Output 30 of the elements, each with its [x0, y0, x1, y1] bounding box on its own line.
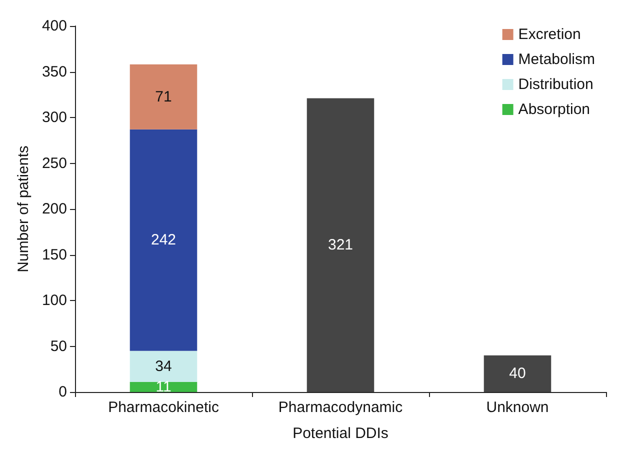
- data-label: 242: [150, 232, 176, 249]
- y-tick-label: 300: [42, 109, 67, 126]
- bar: [306, 98, 374, 392]
- y-tick-label: 250: [42, 154, 67, 172]
- y-tick-label: 50: [50, 338, 67, 355]
- bar: [130, 129, 198, 351]
- bar: [130, 382, 198, 392]
- data-label: 321: [328, 236, 354, 254]
- data-label: 40: [509, 365, 526, 382]
- legend-label: Absorption: [518, 101, 590, 118]
- y-tick-label: 150: [42, 246, 67, 264]
- y-tick-label: 200: [42, 200, 67, 218]
- y-axis-title: Number of patients: [15, 146, 32, 272]
- bar: [130, 350, 198, 382]
- x-tick-label: Unknown: [486, 399, 549, 416]
- x-tick-label: Pharmacokinetic: [108, 399, 220, 416]
- y-tick-label: 350: [42, 63, 67, 80]
- data-label: 11: [156, 378, 172, 396]
- legend-label: Distribution: [518, 76, 594, 93]
- x-axis-title: Potential DDIs: [292, 425, 388, 442]
- data-label: 34: [155, 358, 172, 375]
- x-tick-label: Pharmacodynamic: [278, 399, 404, 416]
- data-label: 71: [155, 88, 172, 106]
- bar: [484, 355, 552, 392]
- bar: [130, 64, 198, 130]
- y-tick-label: 100: [42, 292, 67, 309]
- y-tick-label: 400: [42, 18, 67, 34]
- legend-label: Metabolism: [518, 51, 596, 68]
- legend-label: Excretion: [518, 26, 581, 43]
- y-tick-label: 0: [58, 384, 67, 400]
